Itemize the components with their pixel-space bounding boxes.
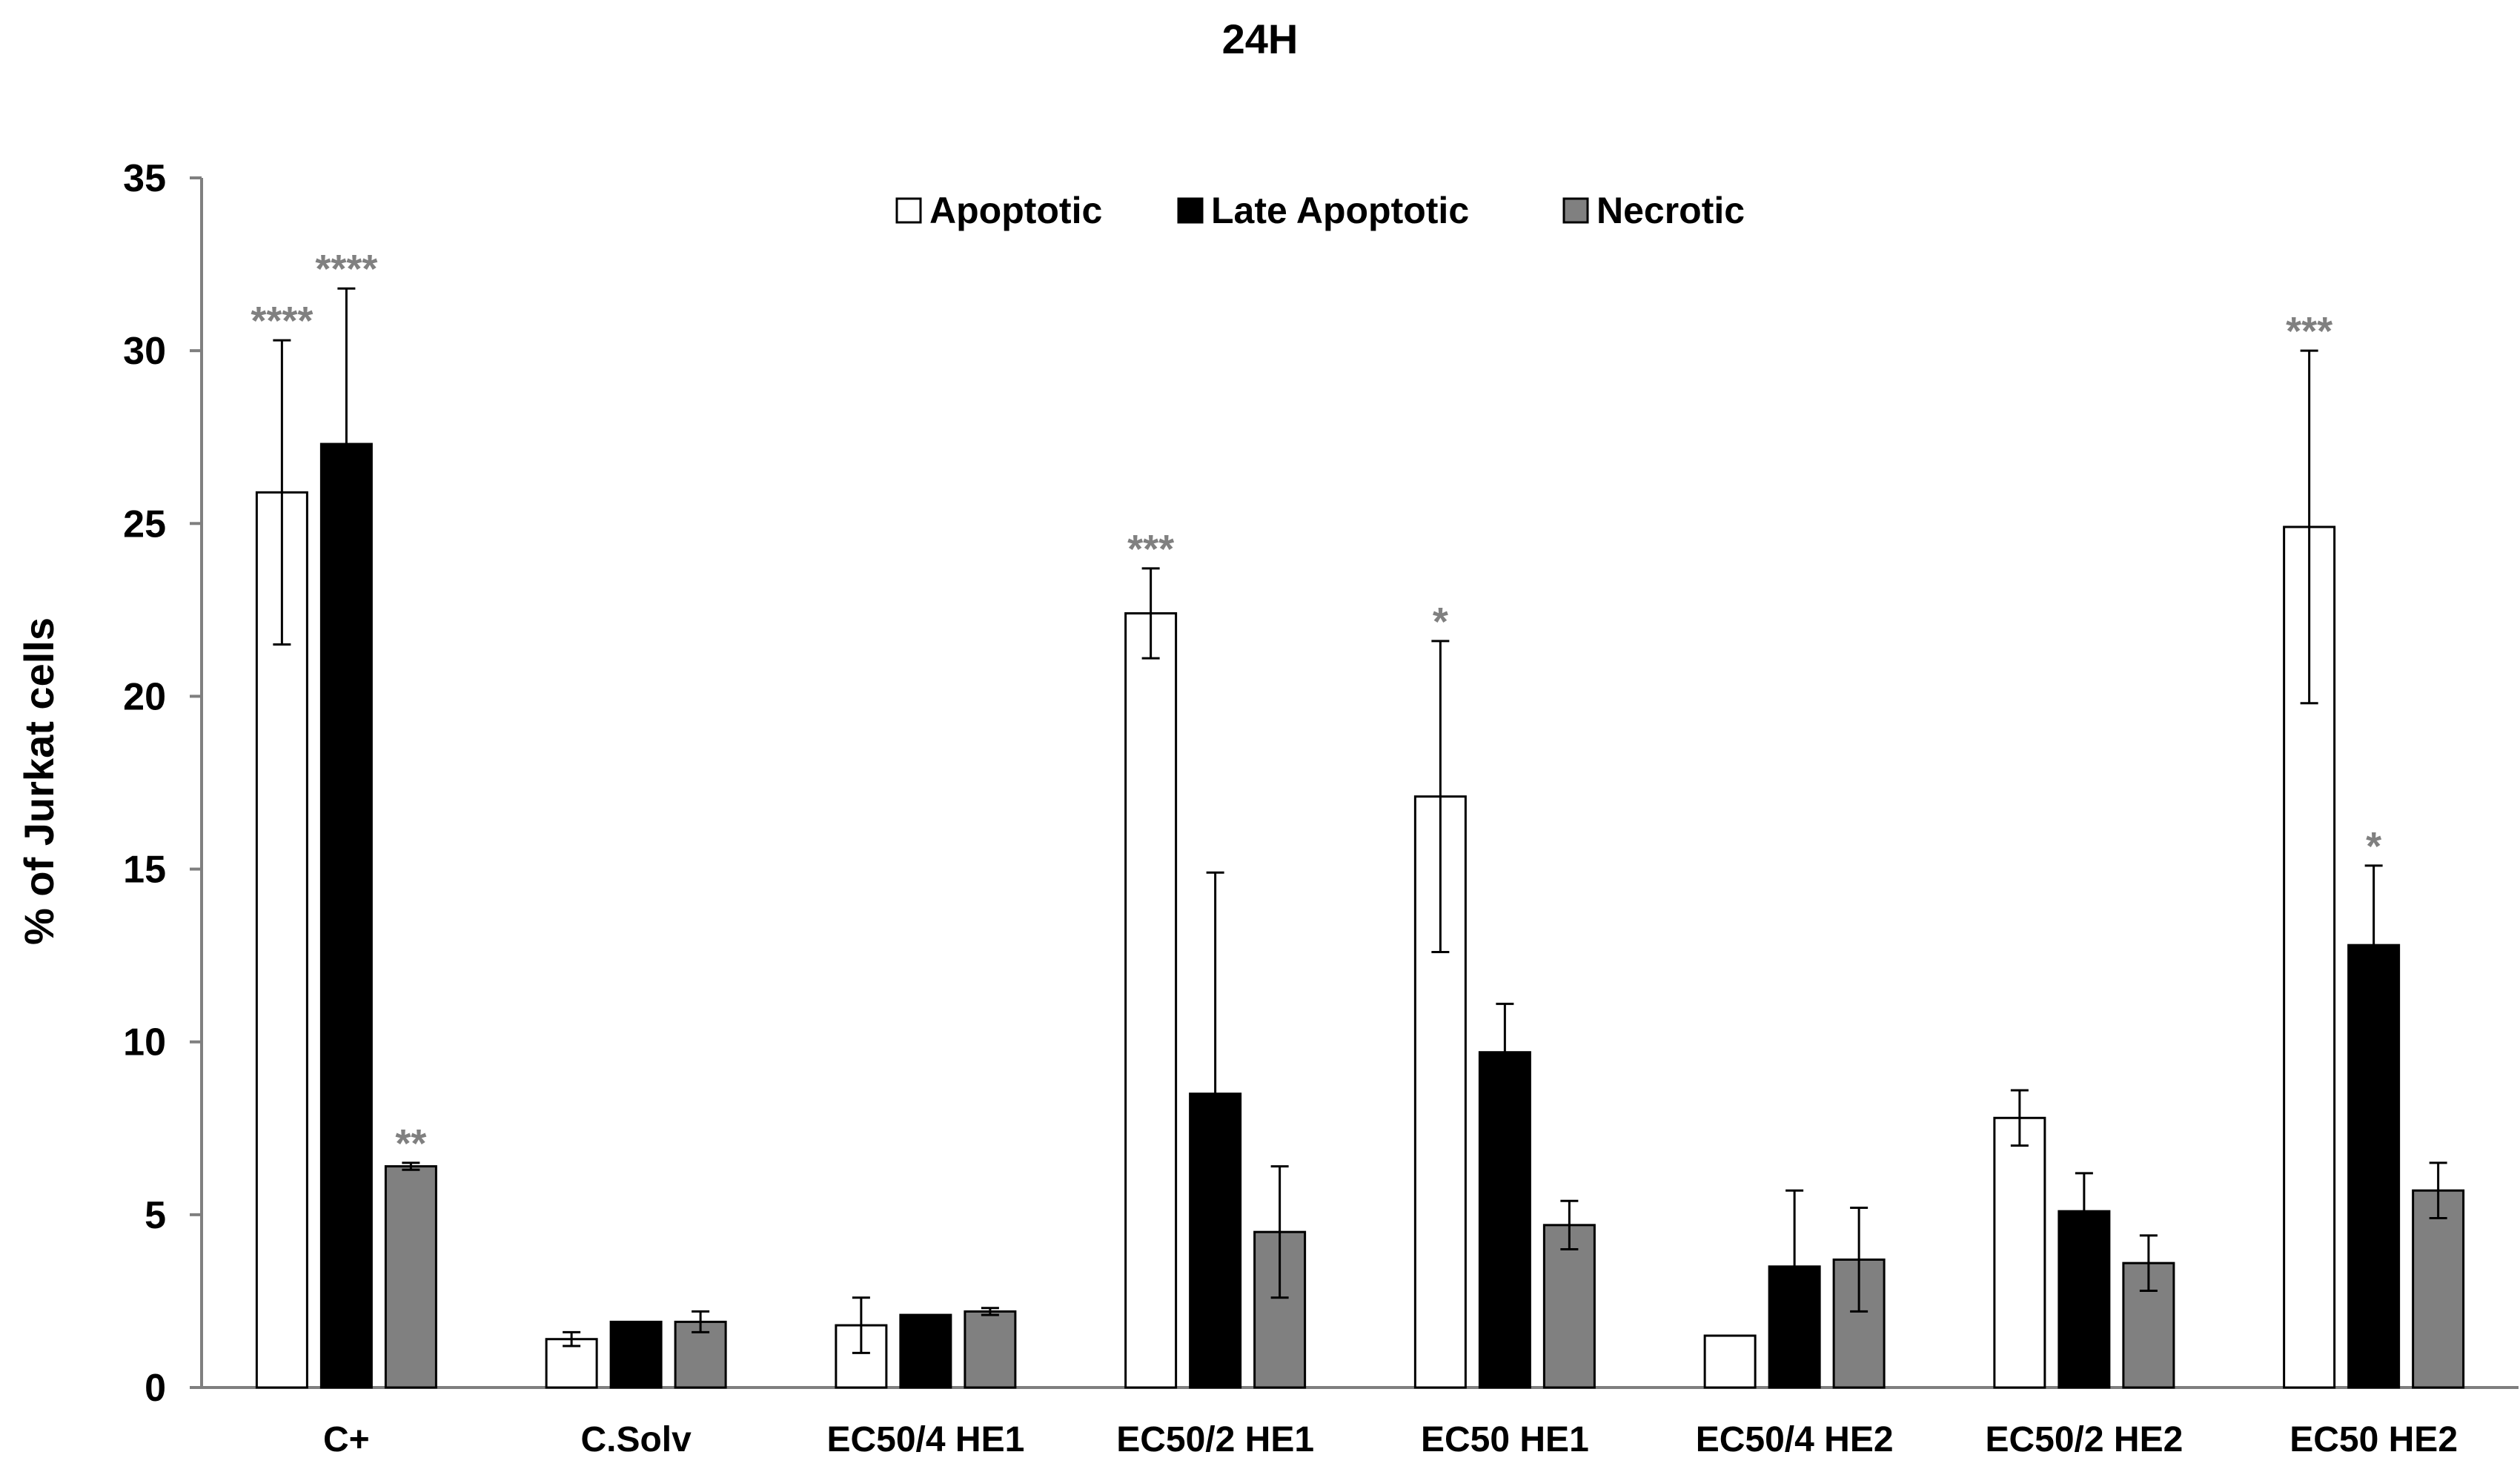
significance-marker: *	[2366, 824, 2381, 869]
bar-necrotic	[1542, 1224, 1596, 1389]
y-tick-label: 30	[123, 330, 166, 373]
x-category-label: EC50 HE2	[2289, 1420, 2458, 1459]
y-tick-label: 0	[145, 1367, 166, 1410]
x-category-label: EC50/2 HE2	[1985, 1420, 2183, 1459]
legend-label: Necrotic	[1596, 190, 1745, 231]
legend-swatch-necrotic	[1562, 197, 1589, 224]
y-tick-label: 20	[123, 675, 166, 718]
bar-necrotic	[384, 1165, 437, 1389]
y-axis-title: % of Jurkat cells	[16, 617, 62, 945]
y-tick-label: 5	[145, 1194, 166, 1237]
legend-label: Apoptotic	[929, 190, 1102, 231]
x-category-label: C.Solv	[580, 1420, 692, 1459]
bar-apoptotic	[1703, 1334, 1757, 1389]
bar-necrotic	[2412, 1189, 2465, 1389]
bar-late-apoptotic	[899, 1313, 952, 1389]
x-category-label: EC50/2 HE1	[1116, 1420, 1314, 1459]
x-category-label: EC50/4 HE2	[1696, 1420, 1894, 1459]
bar-late-apoptotic	[319, 442, 373, 1389]
x-category-label: EC50/4 HE1	[826, 1420, 1024, 1459]
y-tick-label: 35	[123, 157, 166, 200]
significance-marker: **	[395, 1121, 426, 1166]
x-category-label: EC50 HE1	[1421, 1420, 1589, 1459]
significance-marker: *	[1433, 600, 1448, 644]
y-tick-label: 25	[123, 503, 166, 546]
significance-marker: ****	[315, 247, 377, 291]
significance-marker: ***	[2286, 309, 2332, 354]
y-tick-label: 10	[123, 1021, 166, 1064]
bar-late-apoptotic	[609, 1320, 663, 1389]
legend-swatch-late-apoptotic	[1177, 197, 1204, 224]
x-category-label: C+	[323, 1420, 370, 1459]
legend: Apoptotic Late Apoptotic Necrotic	[895, 190, 1745, 231]
legend-swatch-apoptotic	[895, 197, 922, 224]
bar-late-apoptotic	[1478, 1051, 1531, 1389]
bar-apoptotic	[1124, 612, 1178, 1389]
chart-title: 24H	[1222, 16, 1299, 62]
significance-marker: ***	[1127, 527, 1174, 571]
y-tick-label: 15	[123, 849, 166, 892]
axes: 0 5 10 15 20 25 30 35	[123, 157, 2519, 1410]
bars: C+**********C.Solv EC50/4 HE1 EC50/2 HE1**…	[251, 247, 2465, 1459]
bar-necrotic	[964, 1310, 1017, 1389]
bar-apoptotic	[545, 1338, 598, 1389]
legend-label: Late Apoptotic	[1211, 190, 1469, 231]
significance-marker: ****	[251, 299, 313, 343]
bar-apoptotic	[1993, 1116, 2046, 1389]
